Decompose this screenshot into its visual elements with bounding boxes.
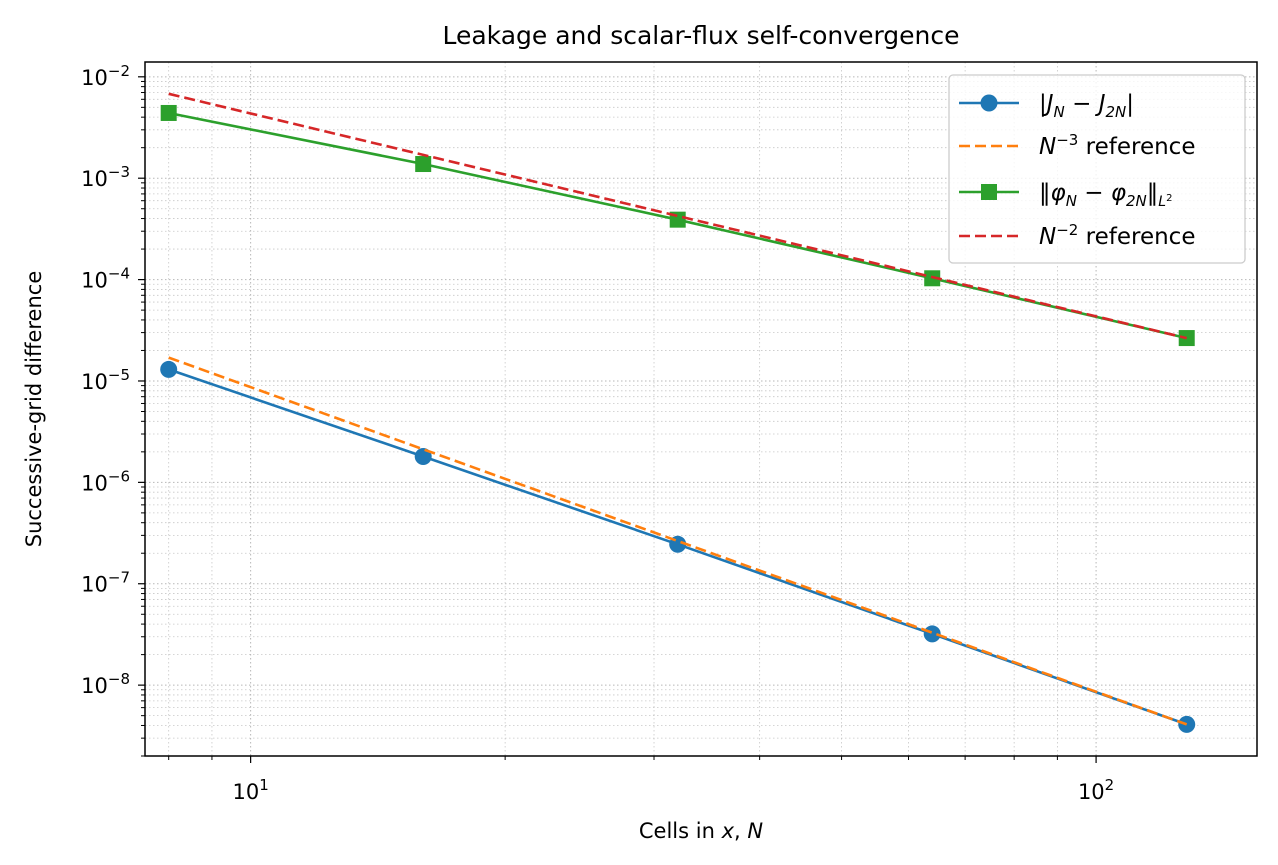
series-line-2 (168, 356, 1188, 726)
legend-marker-1 (980, 94, 998, 112)
series-line-4 (168, 92, 1188, 340)
legend-label-3: ‖φN − φ2N‖L2 (1039, 180, 1172, 210)
x-axis-title: Cells in x, N (639, 819, 763, 843)
legend: |JN − J2N| N−3 reference ‖φN − φ2N‖L2 N−2 r… (948, 74, 1246, 264)
y-tick-label: 10−2 (81, 62, 130, 90)
series-layer (160, 92, 1196, 733)
series-3-point (160, 104, 177, 121)
axes-frame (144, 61, 1258, 757)
y-tick-label: 10−7 (81, 569, 130, 597)
chart-title: Leakage and scalar-flux self-convergence (442, 21, 959, 50)
series-1-point (1178, 715, 1196, 733)
legend-label-2: N−3 reference (1039, 131, 1195, 160)
series-1-point (923, 625, 941, 643)
y-tick-label: 10−8 (81, 670, 130, 698)
y-tick-label: 10−3 (81, 163, 130, 191)
series-1-point (160, 360, 178, 378)
series-3-point (1178, 330, 1195, 347)
series-1-point (414, 447, 432, 465)
y-axis-title: Successive-grid difference (22, 271, 46, 548)
legend-label-4: N−2 reference (1039, 221, 1195, 250)
legend-label-1: |JN − J2N| (1039, 91, 1134, 121)
legend-box (948, 74, 1246, 264)
y-tick-label: 10−5 (81, 366, 130, 394)
y-tick-label: 10−4 (81, 265, 130, 293)
ticks: 101 102 10−8 10−7 10−6 10−5 10−4 10−3 10−2 (81, 62, 1114, 804)
x-tick-label: 101 (232, 776, 268, 804)
x-tick-label: 102 (1078, 776, 1114, 804)
series-3-point (415, 156, 432, 173)
y-tick-label: 10−6 (81, 467, 130, 495)
legend-marker-3 (981, 184, 997, 200)
